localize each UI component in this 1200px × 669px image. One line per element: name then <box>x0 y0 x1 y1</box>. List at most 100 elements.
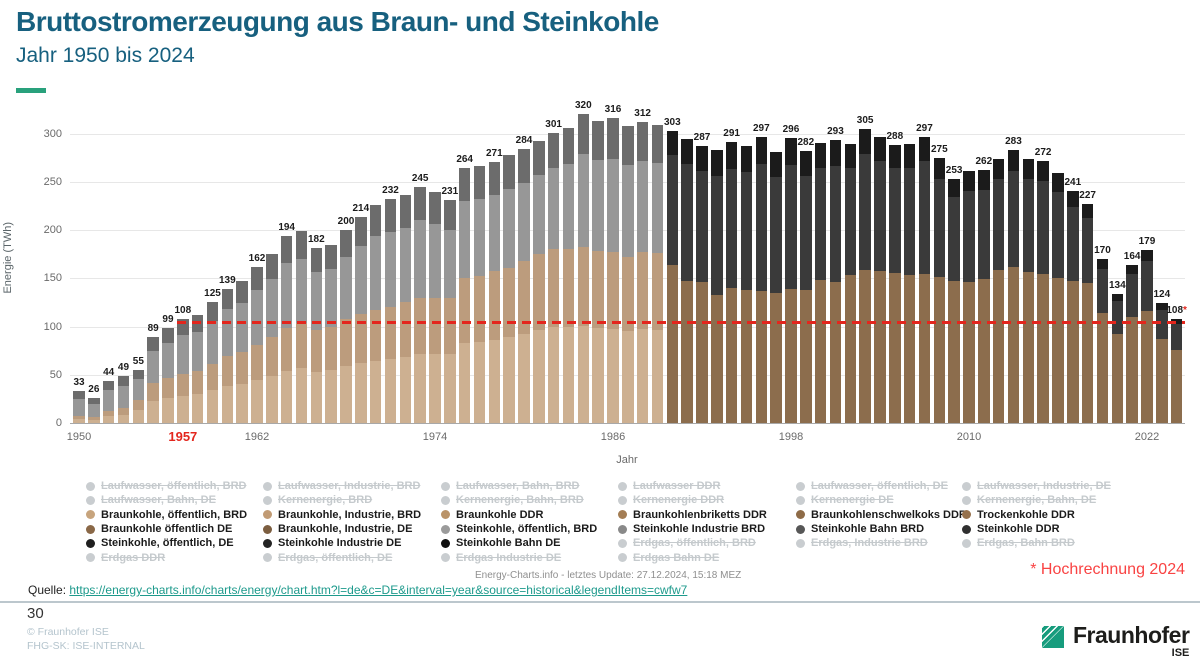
bar-1952[interactable] <box>102 380 115 423</box>
bar-1996[interactable] <box>755 136 768 423</box>
bar-1968[interactable] <box>340 230 352 423</box>
bar-1990[interactable] <box>666 130 679 423</box>
legend-item[interactable]: Braunkohle, öffentlich, BRD <box>86 508 247 522</box>
legend-item[interactable]: Braunkohle, Industrie, DE <box>263 522 421 536</box>
bar-1979[interactable] <box>503 154 515 423</box>
bar-1970[interactable] <box>369 205 382 423</box>
legend-item[interactable]: Braunkohlenbriketts DDR <box>618 508 767 522</box>
legend-item[interactable]: Steinkohle Industrie BRD <box>618 522 767 536</box>
legend-item[interactable]: Erdgas, Bahn BRD <box>962 536 1111 550</box>
bar-1969[interactable] <box>355 216 367 423</box>
legend-item[interactable]: Steinkohle Bahn BRD <box>796 522 967 536</box>
bar-1986[interactable] <box>607 118 619 423</box>
legend-item[interactable]: Steinkohle Industrie DE <box>263 536 421 550</box>
bar-1988[interactable] <box>636 122 649 423</box>
bar-1997[interactable] <box>770 152 782 423</box>
legend-item[interactable]: Braunkohle öffentlich DE <box>86 522 247 536</box>
bar-1978[interactable] <box>488 161 501 423</box>
legend-item[interactable]: Laufwasser, Bahn, DE <box>86 493 247 507</box>
bar-1985[interactable] <box>592 121 604 423</box>
bar-1998[interactable] <box>785 137 797 423</box>
legend-item[interactable]: Erdgas Bahn DE <box>618 550 767 564</box>
legend-item[interactable]: Braunkohle DDR <box>441 508 597 522</box>
bar-1977[interactable] <box>473 165 486 423</box>
legend-item[interactable]: Erdgas Industrie DE <box>441 550 597 564</box>
legend-item[interactable]: Steinkohle, öffentlich, DE <box>86 536 247 550</box>
bar-1974[interactable] <box>429 191 441 423</box>
bar-2020[interactable] <box>1111 293 1124 423</box>
bar-1972[interactable] <box>399 195 412 423</box>
legend-item[interactable]: Steinkohle DDR <box>962 522 1111 536</box>
bar-1963[interactable] <box>266 254 278 423</box>
bar-1992[interactable] <box>696 146 708 423</box>
bar-1950[interactable] <box>73 391 85 423</box>
bar-2002[interactable] <box>844 144 857 423</box>
bar-1951[interactable] <box>88 397 100 423</box>
legend-item[interactable]: Braunkohlenschwelkoks DDR <box>796 508 967 522</box>
bar-2009[interactable] <box>948 179 960 423</box>
bar-1987[interactable] <box>622 126 634 423</box>
bar-2016[interactable] <box>1052 173 1064 423</box>
bar-1980[interactable] <box>518 149 530 423</box>
bar-1973[interactable] <box>414 186 426 423</box>
legend-item[interactable]: Kernenergie, Bahn, DE <box>962 493 1111 507</box>
legend-item[interactable]: Kernenergie DDR <box>618 493 767 507</box>
legend-item[interactable]: Laufwasser, Bahn, BRD <box>441 479 597 493</box>
bar-1975[interactable] <box>444 200 456 423</box>
bar-1989[interactable] <box>651 125 664 423</box>
bar-2023[interactable] <box>1156 303 1168 423</box>
legend-item[interactable]: Erdgas, Industrie BRD <box>796 536 967 550</box>
bar-2021[interactable] <box>1126 264 1138 423</box>
bar-2010[interactable] <box>963 171 975 423</box>
source-link[interactable]: https://energy-charts.info/charts/energy… <box>69 583 688 597</box>
legend-item[interactable]: Erdgas, öffentlich, BRD <box>618 536 767 550</box>
bar-1971[interactable] <box>384 199 397 423</box>
bar-2004[interactable] <box>874 136 886 423</box>
legend-item[interactable]: Laufwasser, öffentlich, BRD <box>86 479 247 493</box>
bar-1993[interactable] <box>711 150 723 423</box>
bar-1976[interactable] <box>458 168 471 423</box>
legend-item[interactable]: Kernenergie DE <box>796 493 967 507</box>
bar-1981[interactable] <box>533 141 545 423</box>
bar-2003[interactable] <box>859 128 871 423</box>
bar-1962[interactable] <box>251 266 263 423</box>
bar-2015[interactable] <box>1037 160 1049 423</box>
bar-2019[interactable] <box>1096 259 1109 423</box>
legend-item[interactable]: Laufwasser DDR <box>618 479 767 493</box>
legend-item[interactable]: Trockenkohle DDR <box>962 508 1111 522</box>
bar-1956[interactable] <box>162 327 174 423</box>
bar-1955[interactable] <box>147 337 159 423</box>
bar-1960[interactable] <box>221 288 234 423</box>
legend-item[interactable]: Laufwasser, öffentlich, DE <box>796 479 967 493</box>
bar-1964[interactable] <box>280 235 293 423</box>
bar-2012[interactable] <box>992 158 1005 423</box>
bar-1995[interactable] <box>740 146 753 423</box>
legend-item[interactable]: Kernenergie, BRD <box>263 493 421 507</box>
bar-2001[interactable] <box>829 140 842 423</box>
legend-item[interactable]: Laufwasser, Industrie, DE <box>962 479 1111 493</box>
bar-1965[interactable] <box>295 231 308 423</box>
bar-1999[interactable] <box>800 151 812 423</box>
bar-1983[interactable] <box>562 127 575 423</box>
bar-1994[interactable] <box>725 142 738 423</box>
legend-item[interactable]: Steinkohle, öffentlich, BRD <box>441 522 597 536</box>
bar-1984[interactable] <box>577 114 590 423</box>
bar-2006[interactable] <box>903 144 916 423</box>
bar-1967[interactable] <box>325 244 337 423</box>
bar-1957[interactable] <box>177 318 189 423</box>
legend-item[interactable]: Kernenergie, Bahn, BRD <box>441 493 597 507</box>
bar-2024[interactable] <box>1170 318 1183 423</box>
bar-1954[interactable] <box>132 369 145 423</box>
legend-item[interactable]: Steinkohle Bahn DE <box>441 536 597 550</box>
bar-1961[interactable] <box>236 281 248 423</box>
legend-item[interactable]: Erdgas DDR <box>86 550 247 564</box>
bar-1958[interactable] <box>191 315 204 423</box>
bar-1966[interactable] <box>310 247 323 423</box>
legend-item[interactable]: Laufwasser, Industrie, BRD <box>263 479 421 493</box>
bar-1959[interactable] <box>206 302 219 423</box>
bar-2013[interactable] <box>1007 150 1020 423</box>
bar-1991[interactable] <box>681 138 693 423</box>
bar-2011[interactable] <box>978 170 990 423</box>
bar-2022[interactable] <box>1141 250 1153 423</box>
legend-item[interactable]: Erdgas, öffentlich, DE <box>263 550 421 564</box>
